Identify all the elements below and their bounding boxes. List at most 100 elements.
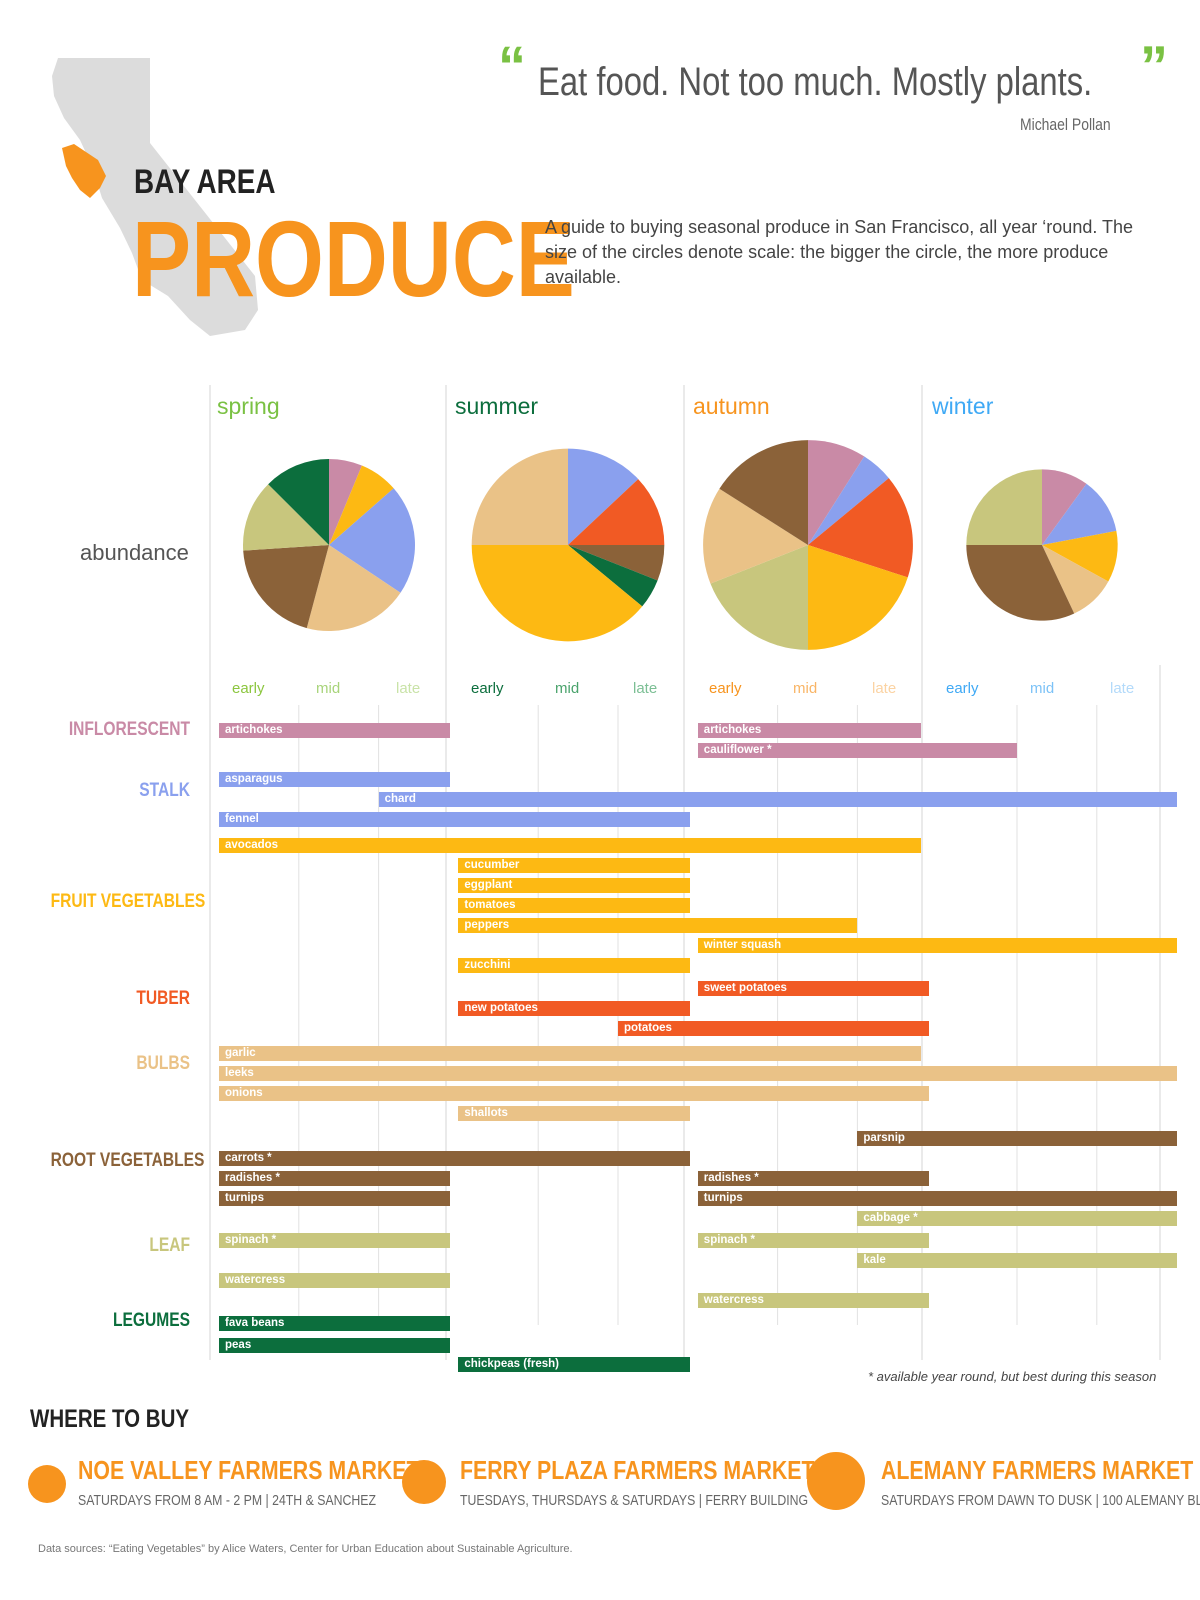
pie-slice-summer-bulbs	[471, 448, 568, 545]
produce-bar-kale	[857, 1253, 1177, 1268]
market-hours-alemany: SATURDAYS FROM DAWN TO DUSK | 100 ALEMAN…	[881, 1492, 1200, 1509]
produce-bar-label: sweet potatoes	[703, 982, 787, 994]
produce-bar-cucumber	[458, 858, 690, 873]
pie-slice-winter-inflorescent	[1042, 469, 1087, 545]
phase-label-spring-mid: mid	[316, 680, 341, 697]
produce-bar-carrots	[219, 1151, 690, 1166]
phase-label-autumn-early: early	[709, 680, 742, 697]
produce-bar-fava-beans	[219, 1316, 451, 1331]
phase-label-autumn-late: late	[872, 680, 897, 697]
produce-bar-label: shallots	[464, 1107, 508, 1119]
phase-label-summer-late: late	[633, 680, 658, 697]
produce-bar-garlic	[219, 1046, 922, 1061]
produce-bar-label: cucumber	[464, 859, 520, 871]
produce-bar-label: winter squash	[703, 939, 782, 951]
produce-bar-shallots	[458, 1106, 690, 1121]
produce-bar-label: peppers	[464, 919, 510, 931]
produce-bar-watercress	[697, 1293, 930, 1308]
produce-bar-label: cabbage *	[863, 1212, 918, 1224]
produce-bar-label: chard	[384, 793, 416, 805]
market-name-noe-valley: NOE VALLEY FARMERS MARKET	[78, 1455, 420, 1485]
produce-bar-eggplant	[458, 878, 690, 893]
produce-bar-peppers	[458, 918, 858, 933]
category-label-inflorescent: INFLORESCENT	[68, 719, 190, 740]
pie-slice-autumn-tuber	[808, 478, 913, 578]
page-title: PRODUCE	[132, 198, 575, 319]
phase-label-autumn-mid: mid	[793, 680, 818, 697]
produce-bar-label: peas	[225, 1339, 252, 1351]
produce-bar-label: parsnip	[863, 1132, 905, 1144]
produce-bar-parsnip	[857, 1131, 1177, 1146]
produce-bar-label: potatoes	[624, 1022, 672, 1034]
produce-bar-label: watercress	[225, 1274, 286, 1286]
pie-slice-autumn-inflorescent	[808, 440, 865, 545]
produce-bar-label: avocados	[225, 839, 279, 851]
produce-bar-asparagus	[219, 772, 451, 787]
pie-slice-autumn-bulbs	[703, 488, 808, 584]
season-label-autumn: autumn	[693, 393, 770, 419]
pie-slice-spring-inflorescent	[329, 459, 362, 545]
produce-bar-label: new potatoes	[464, 1002, 538, 1014]
pie-slice-spring-bulbs	[306, 545, 401, 631]
produce-bar-winter-squash	[697, 938, 1177, 953]
phase-label-summer-mid: mid	[555, 680, 580, 697]
pie-slice-winter-fruit	[1042, 530, 1118, 582]
pie-slice-summer-fruit	[471, 545, 643, 642]
phase-label-winter-early: early	[946, 680, 979, 697]
phase-label-summer-early: early	[471, 680, 504, 697]
produce-bar-label: spinach *	[703, 1234, 755, 1246]
category-label-root: ROOT VEGETABLES	[50, 1150, 205, 1171]
pie-slice-autumn-root	[719, 440, 808, 545]
produce-bar-tomatoes	[458, 898, 690, 913]
pie-slice-spring-legumes	[268, 459, 329, 545]
pie-slice-summer-stalk	[568, 448, 639, 545]
phase-label-winter-late: late	[1110, 680, 1135, 697]
season-label-winter: winter	[932, 393, 994, 419]
title-small: BAY AREA	[134, 163, 276, 201]
produce-bar-leeks	[219, 1066, 1177, 1081]
pie-slice-autumn-stalk	[808, 456, 889, 545]
where-to-buy-title: WHERE TO BUY	[30, 1405, 190, 1433]
produce-bar-watercress	[219, 1273, 451, 1288]
category-label-bulbs: BULBS	[136, 1053, 190, 1074]
pie-slice-winter-leaf	[966, 469, 1042, 545]
california-shape	[52, 58, 258, 336]
produce-bar-cabbage	[857, 1211, 1177, 1226]
bay-area-highlight	[62, 144, 106, 198]
quote-text: Eat food. Not too much. Mostly plants.	[538, 60, 1093, 104]
market-dot-alemany	[807, 1452, 865, 1510]
produce-bar-label: eggplant	[464, 879, 513, 891]
produce-bar-label: turnips	[225, 1192, 264, 1204]
pie-slice-summer-root	[568, 545, 665, 581]
pie-slice-spring-root	[243, 545, 329, 629]
produce-bar-radishes	[697, 1171, 930, 1186]
category-label-tuber: TUBER	[136, 988, 190, 1009]
produce-bar-label: leeks	[225, 1067, 254, 1079]
produce-bar-artichokes	[219, 723, 451, 738]
produce-bar-label: fava beans	[225, 1317, 285, 1329]
produce-bar-new-potatoes	[458, 1001, 690, 1016]
produce-bar-label: carrots *	[225, 1152, 272, 1164]
season-label-summer: summer	[455, 393, 539, 419]
pie-slice-autumn-fruit	[808, 545, 908, 650]
quote-open-mark: “	[498, 34, 526, 97]
produce-bar-label: tomatoes	[464, 899, 516, 911]
produce-bar-label: radishes *	[703, 1172, 759, 1184]
category-label-fruit: FRUIT VEGETABLES	[50, 891, 206, 912]
produce-bar-sweet-potatoes	[697, 981, 930, 996]
market-dot-ferry-plaza	[402, 1460, 446, 1504]
produce-bar-turnips	[697, 1191, 1177, 1206]
pie-slice-summer-tuber	[568, 479, 665, 545]
market-hours-ferry-plaza: TUESDAYS, THURSDAYS & SATURDAYS | FERRY …	[460, 1492, 809, 1509]
produce-bar-potatoes	[618, 1021, 930, 1036]
produce-bar-label: garlic	[225, 1047, 256, 1059]
market-hours-noe-valley: SATURDAYS FROM 8 AM - 2 PM | 24TH & SANC…	[78, 1492, 376, 1509]
california-map	[52, 58, 258, 336]
produce-bar-radishes	[219, 1171, 451, 1186]
produce-bar-label: spinach *	[225, 1234, 277, 1246]
produce-bar-avocados	[219, 838, 922, 853]
phase-label-spring-early: early	[232, 680, 265, 697]
quote-author: Michael Pollan	[1020, 115, 1111, 134]
produce-bar-label: asparagus	[225, 773, 283, 785]
produce-chart	[209, 385, 1161, 1360]
